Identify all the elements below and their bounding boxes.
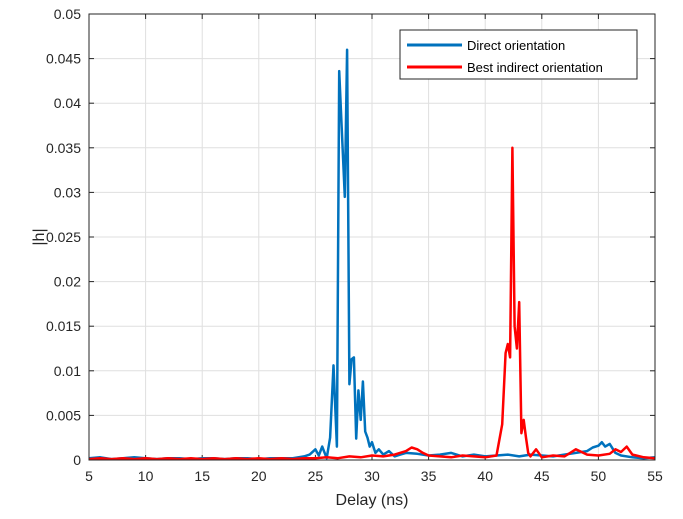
x-tick-label: 5: [85, 468, 93, 484]
x-tick-labels: 5 10 15 20 25 30 35 40 45 50 55: [85, 468, 663, 484]
y-tick-label: 0.015: [46, 318, 81, 334]
x-tick-label: 45: [534, 468, 550, 484]
y-tick-label: 0.035: [46, 140, 81, 156]
series-line-indirect: [88, 146, 656, 461]
y-tick-label: 0.05: [54, 6, 81, 22]
y-tick-label: 0.005: [46, 407, 81, 423]
y-tick-label: 0.045: [46, 51, 81, 67]
y-axis-label: |h|: [31, 228, 48, 245]
y-tick-label: 0.01: [54, 363, 81, 379]
x-tick-label: 35: [421, 468, 437, 484]
x-tick-label: 20: [251, 468, 267, 484]
y-tick-label: 0: [73, 452, 81, 468]
plot-frame: [88, 13, 656, 461]
series-lines: [88, 48, 656, 461]
x-tick-label: 40: [477, 468, 493, 484]
y-tick-labels: 0 0.005 0.01 0.015 0.02 0.025 0.03 0.035 0.04 0.0…: [46, 6, 81, 468]
x-tick-label: 10: [138, 468, 154, 484]
y-tick-label: 0.02: [54, 274, 81, 290]
x-tick-label: 15: [194, 468, 210, 484]
y-tick-label: 0.025: [46, 229, 81, 245]
x-tick-label: 50: [591, 468, 607, 484]
legend-box: [399, 29, 638, 80]
legend-label-indirect: Best indirect orientation: [467, 60, 603, 75]
x-tick-label: 55: [647, 468, 663, 484]
legend: Direct orientation Best indirect orienta…: [399, 29, 638, 80]
x-tick-label: 25: [308, 468, 324, 484]
y-tick-label: 0.03: [54, 184, 81, 200]
x-axis-label: Delay (ns): [336, 492, 409, 509]
x-tick-label: 30: [364, 468, 380, 484]
y-tick-label: 0.04: [54, 95, 81, 111]
legend-label-direct: Direct orientation: [467, 38, 565, 53]
